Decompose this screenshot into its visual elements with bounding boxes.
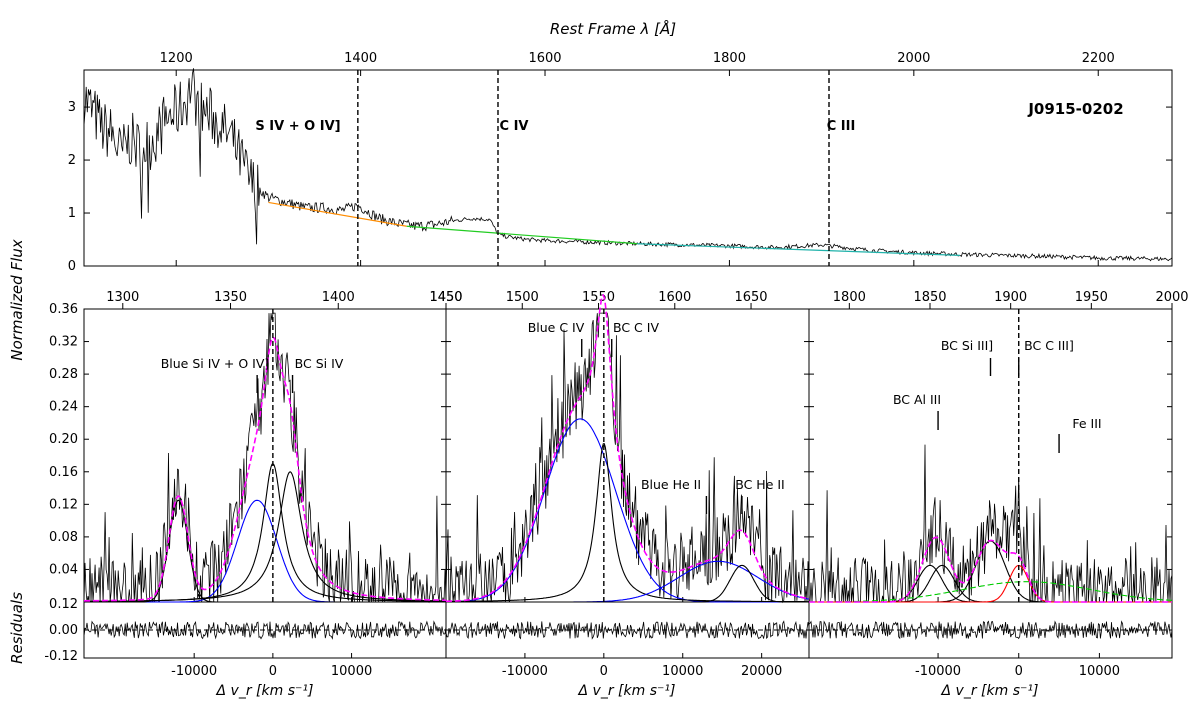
velocity-tick-label: 0 [1015,664,1023,679]
fit-component [84,499,446,603]
secondary-tick-label: 1850 [913,290,946,305]
continuum-segment [268,201,407,227]
velocity-tick-label: 0 [600,664,608,679]
continuum-segment [637,243,960,257]
panel-1-frame [83,308,447,603]
region-label-siv: S IV + O IV] [255,119,340,134]
secondary-tick-label: 1300 [106,290,139,305]
secondary-tick-label: 1650 [734,290,767,305]
annot-bc-civ: BC C IV [613,320,659,335]
velocity-tick-label: 10000 [331,664,372,679]
observed-spectrum [445,312,810,604]
fit-component [446,443,809,603]
residual-ytick-label: -0.12 [44,649,78,664]
velocity-xlabel-2: Δ v_r [km s⁻¹] [578,683,676,699]
secondary-tick-label: 1950 [1075,290,1108,305]
secondary-tick-label: 1600 [658,290,691,305]
flux-ytick-label: 0.28 [49,367,78,382]
annot-blue-siv: Blue Si IV + O IV] [161,356,270,371]
region-label-ciii: C III [827,119,856,134]
observed-spectrum [809,444,1173,604]
annot-blue-heii: Blue He II [641,477,701,492]
secondary-tick-label: 1800 [833,290,866,305]
annot-bc-siv: BC Si IV [295,356,344,371]
flux-ytick-label: 0.04 [49,562,78,577]
velocity-xlabel-1: Δ v_r [km s⁻¹] [216,683,314,699]
fit-component [809,540,1172,603]
top-xtick-label: 1800 [713,51,746,66]
top-ytick-label: 2 [68,153,76,168]
annot-bc-siiii: BC Si III] [941,338,993,353]
residuals-axis-title: Residuals [8,592,26,664]
flux-ytick-label: 0.24 [49,400,78,415]
residual-ytick-label: 0.00 [49,623,78,638]
spectrum-line [83,68,1172,262]
secondary-tick-label: 1900 [994,290,1027,305]
secondary-tick-label: 1450 [429,290,462,305]
top-ytick-label: 0 [68,259,76,274]
residual-line [808,620,1173,641]
total-fit [809,536,1172,603]
total-fit [446,293,810,603]
top-ytick-label: 3 [68,100,76,115]
continuum-segment [406,225,638,245]
annot-bc-heii: BC He II [735,477,785,492]
secondary-tick-label: 1550 [582,290,615,305]
velocity-tick-label: 10000 [662,664,703,679]
residual-ytick-label: 0.12 [49,597,78,612]
velocity-xlabel-3: Δ v_r [km s⁻¹] [941,683,1039,699]
flux-ytick-label: 0.32 [49,335,78,350]
annot-blue-civ: Blue C IV [528,320,585,335]
total-fit [84,336,446,602]
velocity-tick-label: -10000 [171,664,217,679]
flux-ytick-label: 0.12 [49,497,78,512]
top-panel: 1200 1400 1600 1800 2000 2200 0 1 2 3 [68,51,1172,274]
annot-bc-aliii: BC Al III [893,392,941,407]
flux-ytick-label: 0.08 [49,530,78,545]
velocity-tick-label: 10000 [1079,664,1120,679]
secondary-tick-label: 1450 [429,290,462,305]
top-xtick-label: 1600 [528,51,561,66]
residual-line [445,620,810,640]
secondary-tick-label: 1500 [506,290,539,305]
velocity-tick-label: 0 [269,664,277,679]
velocity-tick-label: -10000 [502,664,548,679]
bottom-panels: 0.04 0.08 0.12 0.16 0.20 0.24 0.28 0.32 0.36 0.12… [44,293,1173,679]
flux-ytick-label: 0.36 [49,302,78,317]
secondary-tick-label: 2000 [1155,290,1188,305]
top-ytick-label: 1 [68,206,76,221]
top-panel-frame [83,69,1173,267]
velocity-tick-label: -10000 [915,664,961,679]
region-label-civ: C IV [500,119,529,134]
top-xtick-label: 2000 [897,51,930,66]
y-axis-title: Normalized Flux [8,239,26,360]
fit-component [84,499,446,603]
annot-feiii: Fe III [1072,416,1101,431]
top-xtick-label: 2200 [1082,51,1115,66]
annot-bc-ciii: BC C III] [1024,338,1074,353]
residual-line [83,620,447,640]
top-xtick-label: 1200 [160,51,193,66]
flux-ytick-label: 0.20 [49,432,78,447]
object-name: J0915-0202 [1027,100,1123,118]
velocity-tick-label: 20000 [741,664,782,679]
secondary-tick-label: 1400 [322,290,355,305]
top-axis-title: Rest Frame λ [Å] [550,19,676,38]
fit-component [809,581,1173,603]
top-xtick-label: 1400 [344,51,377,66]
secondary-tick-label: 1350 [214,290,247,305]
fit-component [446,564,809,603]
observed-spectrum [83,312,447,604]
fit-component [84,471,446,602]
flux-ytick-label: 0.16 [49,465,78,480]
fit-component [445,418,809,603]
